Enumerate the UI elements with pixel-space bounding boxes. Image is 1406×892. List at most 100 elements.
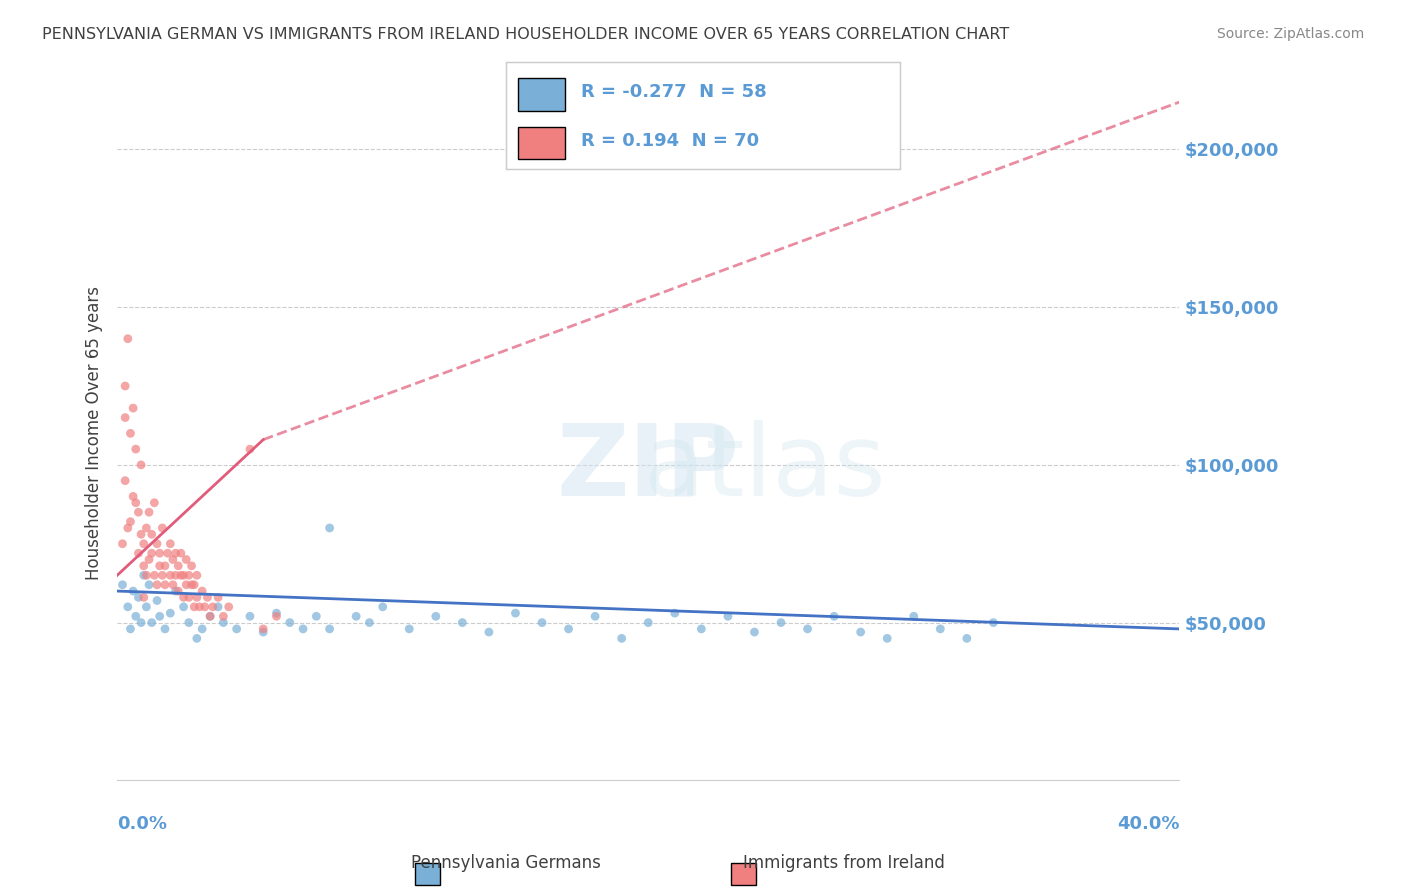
- Point: [114, 379, 136, 393]
- Point: [167, 558, 190, 573]
- Point: [252, 622, 274, 636]
- Point: [135, 599, 157, 614]
- Point: [252, 625, 274, 640]
- Point: [201, 599, 224, 614]
- Y-axis label: Householder Income Over 65 years: Householder Income Over 65 years: [86, 286, 103, 581]
- Point: [929, 622, 952, 636]
- Point: [239, 442, 262, 456]
- Point: [129, 615, 152, 630]
- Point: [174, 578, 197, 592]
- Point: [122, 584, 145, 599]
- Point: [141, 546, 163, 560]
- Point: [162, 552, 184, 566]
- Point: [135, 568, 157, 582]
- Point: [305, 609, 328, 624]
- Point: [129, 458, 152, 472]
- Text: 40.0%: 40.0%: [1116, 815, 1180, 833]
- Point: [903, 609, 925, 624]
- Point: [583, 609, 606, 624]
- Point: [186, 568, 208, 582]
- Point: [127, 505, 149, 519]
- Point: [141, 527, 163, 541]
- Point: [150, 521, 173, 535]
- Point: [425, 609, 447, 624]
- Point: [149, 609, 172, 624]
- Point: [159, 537, 181, 551]
- Point: [198, 609, 221, 624]
- Point: [173, 591, 195, 605]
- Point: [111, 578, 134, 592]
- Point: [132, 558, 155, 573]
- Point: [114, 474, 136, 488]
- Text: ZIP: ZIP: [557, 419, 740, 516]
- Point: [344, 609, 367, 624]
- Point: [117, 599, 139, 614]
- Point: [132, 537, 155, 551]
- Point: [122, 490, 145, 504]
- Point: [198, 609, 221, 624]
- Text: atlas: atlas: [644, 419, 886, 516]
- Text: Source: ZipAtlas.com: Source: ZipAtlas.com: [1216, 27, 1364, 41]
- Point: [956, 632, 979, 646]
- Point: [120, 515, 142, 529]
- Point: [876, 632, 898, 646]
- Text: Pennsylvania Germans: Pennsylvania Germans: [411, 855, 602, 872]
- Point: [318, 622, 340, 636]
- Point: [135, 521, 157, 535]
- Point: [143, 568, 166, 582]
- Point: [173, 568, 195, 582]
- Point: [167, 584, 190, 599]
- Point: [505, 606, 527, 620]
- Point: [150, 568, 173, 582]
- Point: [132, 568, 155, 582]
- Point: [153, 578, 176, 592]
- Point: [180, 558, 202, 573]
- Point: [191, 584, 214, 599]
- Text: PENNSYLVANIA GERMAN VS IMMIGRANTS FROM IRELAND HOUSEHOLDER INCOME OVER 65 YEARS : PENNSYLVANIA GERMAN VS IMMIGRANTS FROM I…: [42, 27, 1010, 42]
- Text: R = -0.277  N = 58: R = -0.277 N = 58: [581, 84, 766, 102]
- Point: [183, 599, 205, 614]
- Point: [177, 568, 200, 582]
- Point: [186, 632, 208, 646]
- Point: [769, 615, 792, 630]
- Point: [664, 606, 686, 620]
- Point: [849, 625, 872, 640]
- Point: [983, 615, 1005, 630]
- Point: [557, 622, 579, 636]
- Point: [717, 609, 740, 624]
- Point: [165, 546, 187, 560]
- Point: [292, 622, 315, 636]
- Point: [212, 615, 235, 630]
- Point: [318, 521, 340, 535]
- Point: [796, 622, 818, 636]
- Point: [114, 410, 136, 425]
- Point: [239, 609, 262, 624]
- Point: [165, 584, 187, 599]
- Point: [156, 546, 179, 560]
- Point: [120, 426, 142, 441]
- Point: [191, 622, 214, 636]
- Point: [170, 546, 193, 560]
- Point: [122, 401, 145, 416]
- Point: [531, 615, 554, 630]
- FancyBboxPatch shape: [517, 127, 565, 159]
- Point: [125, 442, 148, 456]
- Point: [162, 578, 184, 592]
- Text: R = 0.194  N = 70: R = 0.194 N = 70: [581, 132, 759, 150]
- Point: [225, 622, 247, 636]
- Point: [127, 591, 149, 605]
- Point: [146, 537, 169, 551]
- Point: [266, 609, 288, 624]
- Point: [177, 591, 200, 605]
- Point: [146, 578, 169, 592]
- Point: [141, 615, 163, 630]
- Point: [159, 568, 181, 582]
- Point: [138, 552, 160, 566]
- Point: [143, 496, 166, 510]
- Point: [398, 622, 420, 636]
- Point: [174, 552, 197, 566]
- Point: [111, 537, 134, 551]
- Point: [117, 521, 139, 535]
- Point: [170, 568, 193, 582]
- Point: [186, 591, 208, 605]
